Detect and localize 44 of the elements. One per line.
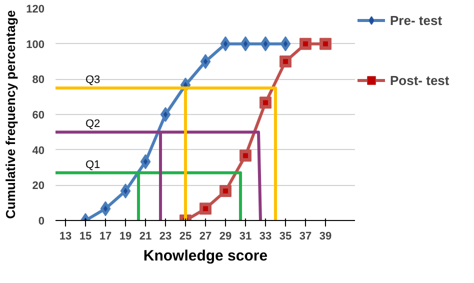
x-tick-label: 29 bbox=[219, 230, 232, 242]
y-tick-label: 80 bbox=[32, 74, 45, 86]
point bbox=[280, 36, 291, 52]
point bbox=[220, 184, 232, 197]
point bbox=[120, 183, 131, 198]
x-tick-label: 23 bbox=[159, 230, 172, 242]
x-tick-label: 37 bbox=[299, 230, 312, 242]
point bbox=[240, 36, 251, 52]
series-label: Q3 bbox=[86, 74, 100, 86]
x-tick-label: 19 bbox=[119, 230, 132, 242]
x-tick-label: 21 bbox=[139, 230, 152, 242]
point bbox=[220, 36, 231, 52]
series-label: Q1 bbox=[86, 158, 100, 171]
point bbox=[260, 36, 271, 52]
point bbox=[280, 56, 292, 68]
point bbox=[300, 38, 312, 50]
point bbox=[160, 107, 171, 122]
y-tick-label: 100 bbox=[26, 38, 45, 51]
point bbox=[240, 150, 252, 162]
legend-label: Pre- test bbox=[390, 12, 442, 28]
y-tick-label: 20 bbox=[32, 180, 45, 192]
x-tick-label: 33 bbox=[259, 230, 272, 242]
x-tick-label: 17 bbox=[99, 230, 112, 242]
legend-label: Post- test bbox=[390, 72, 450, 88]
x-tick-label: 31 bbox=[239, 230, 252, 242]
x-tick-label: 13 bbox=[59, 230, 72, 242]
x-tick-label: 25 bbox=[179, 230, 192, 242]
x-tick-label: 35 bbox=[279, 230, 292, 242]
x-tick-label: 15 bbox=[79, 230, 92, 242]
point bbox=[200, 202, 212, 215]
y-tick-label: 120 bbox=[26, 4, 45, 16]
y-tick-label: 0 bbox=[38, 216, 45, 228]
series-label: Q2 bbox=[86, 118, 100, 130]
x-tick-label: 27 bbox=[199, 230, 212, 242]
x-axis-title: Knowledge score bbox=[143, 248, 268, 264]
point bbox=[200, 54, 211, 69]
y-axis-title: Cumulative frequency percentage bbox=[3, 10, 18, 219]
x-tick-label: 39 bbox=[319, 230, 332, 242]
point bbox=[140, 154, 151, 170]
y-tick-label: 60 bbox=[32, 110, 45, 122]
point bbox=[260, 96, 272, 109]
point bbox=[320, 38, 332, 50]
y-tick-label: 40 bbox=[32, 144, 45, 157]
point bbox=[100, 201, 111, 216]
